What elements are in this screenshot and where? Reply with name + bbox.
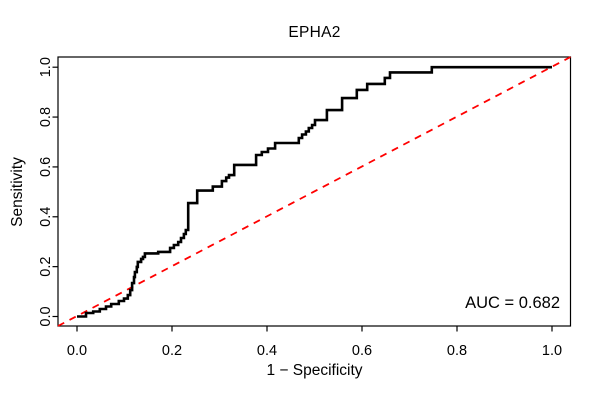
x-tick-label: 0.4	[257, 343, 277, 359]
x-tick-label: 0.2	[162, 343, 182, 359]
axis-box	[57, 56, 572, 327]
y-tick-label: 0.8	[38, 107, 54, 127]
roc-curve-path	[77, 65, 552, 318]
x-tick-label: 0.6	[352, 343, 372, 359]
x-tick-label: 0.8	[447, 343, 467, 359]
y-tick-label: 0.6	[38, 157, 54, 177]
chance-diagonal-line	[57, 56, 571, 327]
y-tick-label: 1.0	[38, 57, 54, 77]
y-axis-title: Sensitivity	[9, 157, 26, 227]
x-tick-label: 0.0	[67, 343, 87, 359]
x-tick-label: 1.0	[542, 343, 562, 359]
y-tick-label: 0.2	[38, 257, 54, 277]
y-tick-label: 0.0	[38, 306, 54, 326]
auc-annotation: AUC = 0.682	[465, 294, 560, 312]
x-axis-title: 1 − Specificity	[266, 362, 363, 379]
y-tick-label: 0.4	[38, 207, 54, 227]
chart-title: EPHA2	[288, 24, 341, 41]
